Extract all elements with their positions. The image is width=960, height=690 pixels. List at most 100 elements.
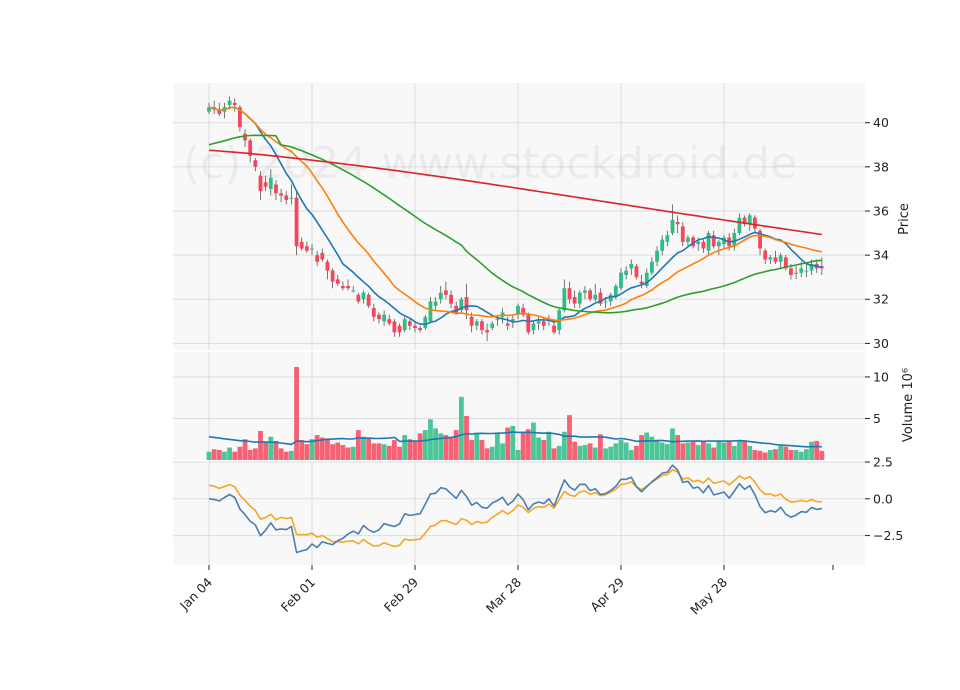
candle-body	[716, 241, 721, 247]
volume-bar	[649, 436, 655, 460]
ma-short-line	[208, 106, 823, 326]
candle-body	[613, 286, 618, 298]
candle-body	[737, 217, 742, 234]
volume-bar	[582, 445, 588, 460]
volume-bar	[793, 450, 799, 460]
volume-bar	[237, 446, 243, 460]
candle-body	[490, 323, 495, 328]
volume-bar	[350, 446, 356, 460]
candle-body	[696, 241, 701, 245]
candle-body	[629, 263, 634, 269]
volume-bar	[577, 445, 583, 460]
volume-bar	[778, 445, 784, 460]
osc-tick-label: −2.5	[873, 528, 903, 543]
candle-body	[351, 290, 356, 292]
candle-body	[768, 257, 773, 260]
volume-bar	[773, 449, 778, 460]
candle-body	[758, 230, 762, 249]
candle-body	[449, 294, 453, 304]
volume-bar	[814, 440, 820, 460]
candle-body	[207, 107, 211, 112]
panel-bg-3	[173, 462, 865, 565]
candle-body	[392, 321, 397, 333]
volume-bar	[639, 435, 644, 460]
volume-bar	[798, 451, 804, 460]
volume-bar	[495, 433, 500, 460]
volume-bar	[397, 446, 402, 460]
candle-body	[232, 102, 237, 106]
candle-body	[444, 290, 448, 295]
candle-body	[675, 222, 680, 225]
candle-body	[279, 193, 283, 196]
volume-bar	[458, 396, 464, 460]
candle-body	[634, 266, 639, 278]
candle-body	[598, 292, 603, 304]
price-tick-label: 38	[873, 159, 889, 174]
candle-body	[531, 323, 536, 331]
candle-body	[387, 319, 392, 324]
candle-body	[289, 197, 294, 199]
candle-body	[469, 316, 474, 326]
candle-body	[299, 241, 304, 249]
volume-bar	[258, 430, 263, 460]
candle-body	[268, 177, 273, 189]
candle-body	[572, 297, 577, 304]
volume-bar	[268, 436, 274, 460]
candle-body	[809, 263, 814, 271]
volume-bar	[438, 433, 444, 460]
volume-bar	[536, 437, 541, 460]
volume-bar	[572, 441, 578, 460]
candle-body	[706, 233, 711, 251]
candle-body	[562, 288, 567, 311]
candle-body	[258, 175, 263, 192]
candle-body	[320, 252, 325, 260]
volume-bar	[520, 431, 526, 460]
osc-tick-label: 0.0	[873, 491, 893, 506]
candle-body	[243, 133, 247, 141]
candle-body	[773, 257, 778, 262]
volume-bar	[479, 440, 485, 460]
candle-body	[583, 290, 587, 293]
candle-body	[459, 299, 464, 311]
volume-bar	[469, 440, 475, 460]
candle-body	[505, 323, 510, 326]
volume-bar	[613, 443, 619, 460]
candle-body	[366, 294, 371, 306]
volume-bar	[489, 446, 495, 460]
candle-body	[526, 314, 531, 333]
volume-bar	[453, 430, 459, 460]
volume-bar	[309, 439, 315, 460]
ma-mid-line	[208, 106, 823, 322]
candle-body	[650, 261, 654, 273]
candle-body	[536, 321, 541, 324]
volume-ma-line	[208, 431, 822, 448]
candle-body	[454, 305, 459, 313]
volume-bar	[762, 452, 768, 460]
candle-body	[464, 297, 469, 311]
volume-bar	[273, 440, 279, 460]
volume-bar	[227, 447, 232, 460]
volume-bar	[685, 442, 691, 460]
candle-body	[284, 195, 289, 200]
candle-body	[670, 219, 675, 234]
candle-body	[310, 248, 314, 250]
volume-bar	[551, 448, 557, 460]
candle-body	[516, 305, 520, 315]
price-tick-label: 34	[873, 248, 889, 263]
candle-body	[356, 294, 361, 302]
volume-bar	[252, 448, 258, 460]
volume-bar	[541, 440, 547, 460]
volume-bar	[335, 442, 341, 460]
candle-body	[593, 294, 598, 300]
candle-body	[655, 250, 659, 262]
candle-body	[238, 107, 242, 128]
candle-body	[480, 321, 484, 331]
volume-bar	[474, 432, 480, 460]
volume-bar	[263, 441, 269, 460]
price-axis-title: Price	[897, 203, 912, 235]
volume-bar	[355, 430, 361, 460]
candle-body	[711, 235, 716, 247]
volume-bar	[242, 439, 248, 460]
volume-bar	[371, 443, 377, 460]
